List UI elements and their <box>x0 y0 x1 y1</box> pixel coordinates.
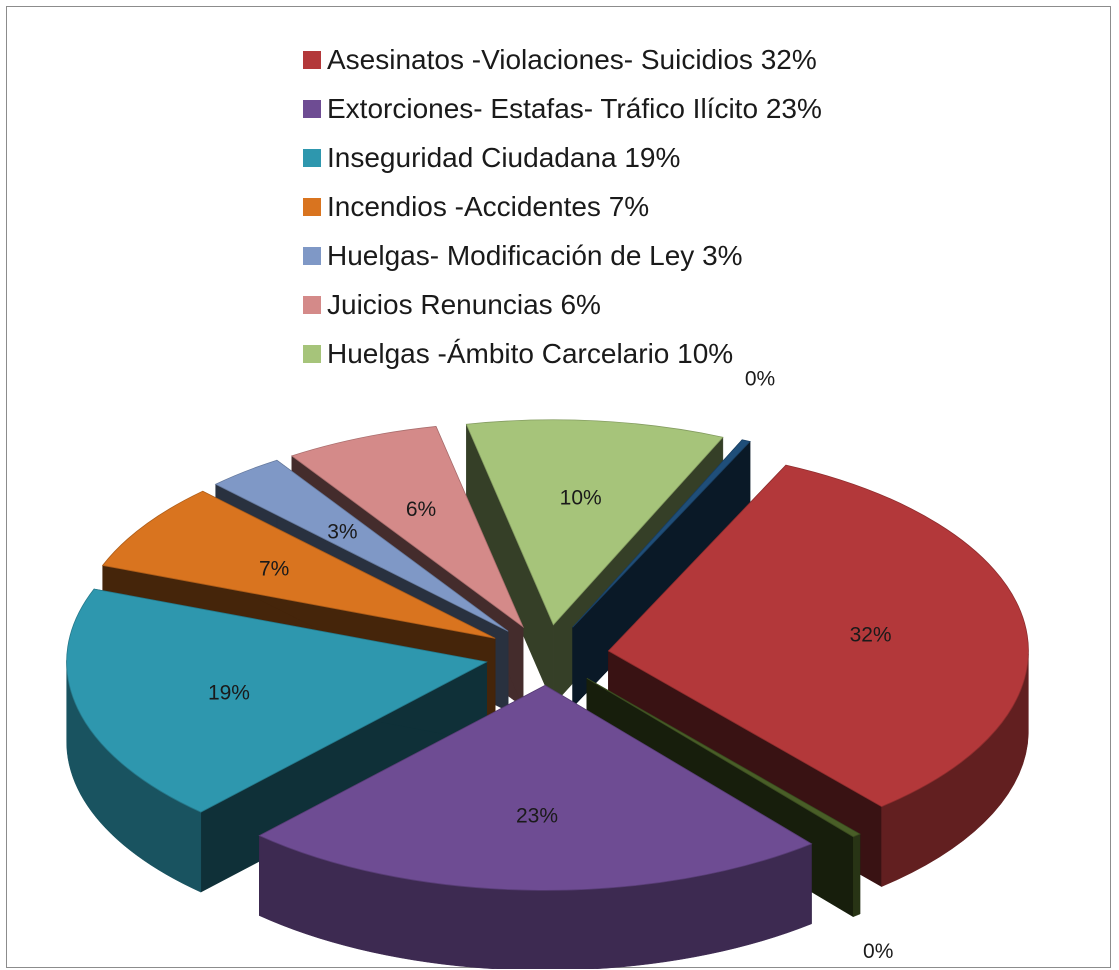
slice-data-label: 32% <box>850 623 892 646</box>
slice-top <box>290 425 525 629</box>
legend-item: Asesinatos -Violaciones- Suicidios 32% <box>303 35 822 84</box>
slice-data-label: 6% <box>406 498 436 521</box>
legend-item: Huelgas- Modificación de Ley 3% <box>303 231 822 280</box>
slice-top <box>66 588 488 813</box>
pie-slice <box>572 439 751 708</box>
legend-item: Extorciones- Estafas- Tráfico Ilícito 23… <box>303 84 822 133</box>
slice-data-label: 0% <box>745 368 775 391</box>
legend-label: Juicios Renuncias 6% <box>327 288 601 320</box>
slice-top <box>258 684 813 891</box>
pie-chart: 32% 0% 23% 19% 7% 3% 6% 10% 0% <box>66 368 1029 969</box>
slice-top <box>214 459 509 632</box>
slice-rim <box>852 833 861 918</box>
legend-label: Asesinatos -Violaciones- Suicidios 32% <box>327 43 817 75</box>
slice-top <box>586 677 861 838</box>
legend-label: Extorciones- Estafas- Tráfico Ilícito 23… <box>327 92 822 124</box>
legend-item: Juicios Renuncias 6% <box>303 280 822 329</box>
slice-data-label: 0% <box>863 940 893 963</box>
slice-data-label: 19% <box>208 681 250 704</box>
legend-item: Huelgas -Ámbito Carcelario 10% <box>303 329 822 378</box>
slice-top <box>607 464 1029 808</box>
legend-item: Incendios -Accidentes 7% <box>303 182 822 231</box>
slice-data-label: 3% <box>327 521 357 544</box>
pie-slice <box>258 684 813 969</box>
legend-swatch <box>303 148 321 167</box>
chart-legend: Asesinatos -Violaciones- Suicidios 32% Ex… <box>303 35 822 378</box>
legend-label: Huelgas -Ámbito Carcelario 10% <box>327 337 734 369</box>
legend-swatch <box>303 50 321 69</box>
legend-label: Inseguridad Ciudadana 19% <box>327 141 681 173</box>
slice-data-label: 10% <box>560 486 602 509</box>
legend-swatch <box>303 344 321 363</box>
slice-top <box>572 439 751 628</box>
slice-data-label: 7% <box>259 557 289 580</box>
legend-swatch <box>303 246 321 265</box>
slice-top <box>465 419 724 626</box>
chart-frame: Asesinatos -Violaciones- Suicidios 32% Ex… <box>6 6 1111 969</box>
legend-label: Huelgas- Modificación de Ley 3% <box>327 239 743 271</box>
legend-swatch <box>303 99 321 118</box>
legend-swatch <box>303 295 321 314</box>
slice-top <box>101 490 496 639</box>
legend-swatch <box>303 197 321 216</box>
legend-item: Inseguridad Ciudadana 19% <box>303 133 822 182</box>
legend-label: Incendios -Accidentes 7% <box>327 190 650 222</box>
slice-data-label: 23% <box>516 804 558 827</box>
